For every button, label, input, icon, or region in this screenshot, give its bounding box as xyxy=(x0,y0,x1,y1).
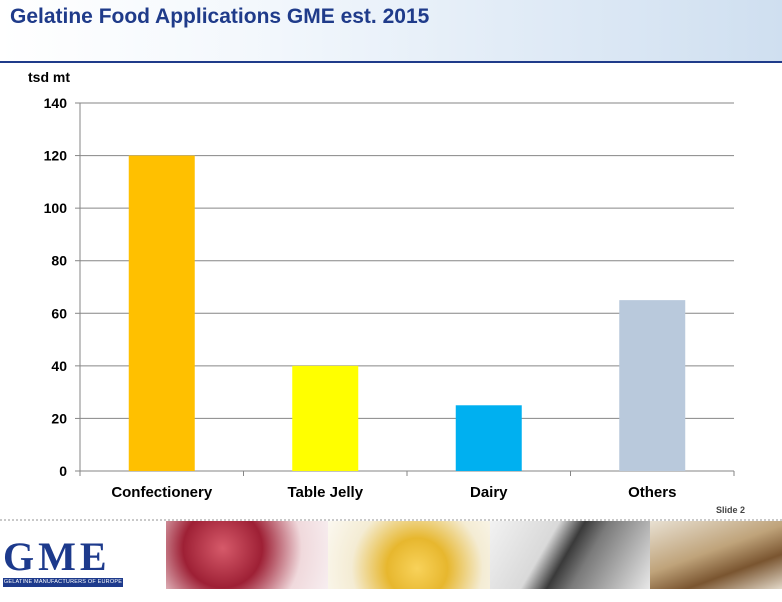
header-divider xyxy=(0,61,782,63)
bar-confectionery xyxy=(128,155,195,472)
header-bar xyxy=(0,0,782,63)
slide-number: Slide 2 xyxy=(716,505,746,515)
x-tick-label: Dairy xyxy=(470,484,508,501)
bar-chart: 0 20 40 60 80 100 120 140 Confectionery Table Jel… xyxy=(44,95,735,501)
x-tick-label: Others xyxy=(628,484,676,501)
y-axis-unit-label: tsd mt xyxy=(28,69,70,85)
gelatine-dessert-photo xyxy=(166,521,328,589)
y-tick-label: 40 xyxy=(51,358,67,374)
y-tick-label: 20 xyxy=(51,410,67,426)
old-book-photo xyxy=(650,521,782,589)
slide-title: Gelatine Food Applications GME est. 2015 xyxy=(10,5,430,28)
x-tick-label: Table Jelly xyxy=(287,484,363,501)
film-strip-photo xyxy=(490,521,650,589)
bar-table-jelly xyxy=(292,365,359,471)
y-tick-label: 140 xyxy=(44,95,68,111)
footer-divider xyxy=(0,519,782,521)
y-tick-label: 0 xyxy=(59,463,67,479)
gelatine-capsules-photo xyxy=(328,521,490,589)
gme-logo: GME xyxy=(3,534,111,579)
x-tick-label: Confectionery xyxy=(111,484,213,501)
bar-others xyxy=(619,300,686,471)
y-tick-label: 120 xyxy=(44,148,68,164)
y-tick-label: 100 xyxy=(44,200,68,216)
y-tick-label: 60 xyxy=(51,305,67,321)
bar-dairy xyxy=(455,405,522,471)
gme-logo-subtitle: GELATINE MANUFACTURERS OF EUROPE xyxy=(3,578,123,587)
y-tick-label: 80 xyxy=(51,253,67,269)
